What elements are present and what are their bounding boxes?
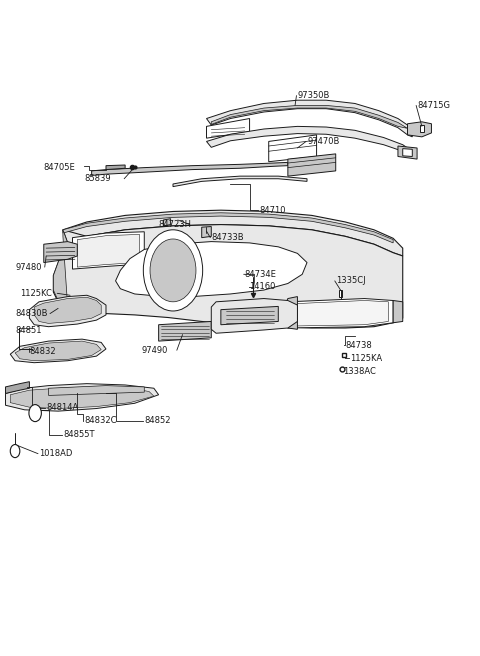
Polygon shape <box>63 210 403 256</box>
Text: 97470B: 97470B <box>307 137 339 146</box>
Text: 84733B: 84733B <box>211 233 244 242</box>
Text: 85839: 85839 <box>84 174 111 183</box>
Text: 84832: 84832 <box>29 347 56 356</box>
Text: 97490: 97490 <box>142 346 168 355</box>
Text: 84715G: 84715G <box>417 101 450 110</box>
Text: 84830B: 84830B <box>15 309 48 318</box>
Text: 84851: 84851 <box>15 326 42 335</box>
Polygon shape <box>202 226 211 237</box>
Polygon shape <box>408 122 432 137</box>
Text: 84855T: 84855T <box>63 430 95 440</box>
Text: 97480: 97480 <box>15 262 42 272</box>
Text: 97350B: 97350B <box>298 91 330 100</box>
Text: 1125KA: 1125KA <box>350 354 382 363</box>
Text: 84710: 84710 <box>259 206 286 215</box>
Polygon shape <box>420 125 424 132</box>
Text: 84723H: 84723H <box>158 220 192 229</box>
Circle shape <box>144 230 203 311</box>
Polygon shape <box>221 306 278 325</box>
Polygon shape <box>44 241 77 262</box>
Circle shape <box>10 445 20 458</box>
Polygon shape <box>158 321 211 341</box>
Polygon shape <box>288 154 336 176</box>
Polygon shape <box>398 146 417 159</box>
Text: 84832C: 84832C <box>84 417 117 426</box>
Circle shape <box>29 405 41 422</box>
Polygon shape <box>53 224 403 328</box>
Polygon shape <box>288 298 393 328</box>
Polygon shape <box>10 339 106 363</box>
Polygon shape <box>10 387 154 409</box>
Polygon shape <box>403 149 412 157</box>
Polygon shape <box>116 241 307 297</box>
Polygon shape <box>106 165 125 170</box>
Polygon shape <box>338 290 342 297</box>
Polygon shape <box>48 386 144 396</box>
Polygon shape <box>206 119 250 138</box>
Text: 84852: 84852 <box>144 417 171 426</box>
Polygon shape <box>206 127 412 157</box>
Polygon shape <box>269 135 317 162</box>
Polygon shape <box>15 341 101 361</box>
Circle shape <box>150 239 196 302</box>
Polygon shape <box>34 297 101 323</box>
Text: 84814A: 84814A <box>46 403 78 413</box>
Text: 84705E: 84705E <box>44 163 75 172</box>
Polygon shape <box>5 384 158 411</box>
Polygon shape <box>53 230 68 307</box>
Polygon shape <box>211 106 408 129</box>
Polygon shape <box>72 232 144 269</box>
Polygon shape <box>163 218 170 226</box>
Polygon shape <box>29 295 106 327</box>
Text: 84734E: 84734E <box>245 270 276 279</box>
Polygon shape <box>393 300 403 323</box>
Polygon shape <box>293 300 388 326</box>
Text: 84738: 84738 <box>345 340 372 350</box>
Polygon shape <box>92 163 288 175</box>
Polygon shape <box>211 298 298 333</box>
Text: 1338AC: 1338AC <box>343 367 376 376</box>
Polygon shape <box>63 213 393 243</box>
Text: 1125KC: 1125KC <box>20 289 52 298</box>
Polygon shape <box>283 297 298 329</box>
Polygon shape <box>77 234 140 267</box>
Text: 1335CJ: 1335CJ <box>336 276 365 285</box>
Text: 1018AD: 1018AD <box>39 449 72 458</box>
Polygon shape <box>206 100 412 137</box>
Polygon shape <box>173 176 307 186</box>
Text: 14160: 14160 <box>250 282 276 291</box>
Polygon shape <box>5 382 29 394</box>
